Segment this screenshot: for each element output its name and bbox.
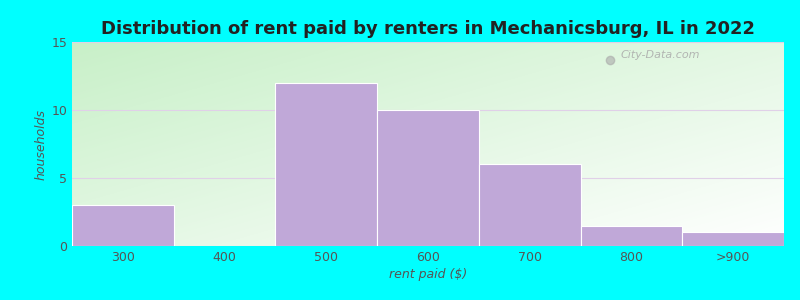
Y-axis label: households: households [34, 109, 47, 179]
Bar [682, 232, 784, 246]
Bar [581, 226, 682, 246]
Text: City-Data.com: City-Data.com [620, 50, 700, 60]
Bar [275, 83, 377, 246]
X-axis label: rent paid ($): rent paid ($) [389, 268, 467, 281]
Bar [377, 110, 479, 246]
Title: Distribution of rent paid by renters in Mechanicsburg, IL in 2022: Distribution of rent paid by renters in … [101, 20, 755, 38]
Bar [72, 205, 174, 246]
Bar [479, 164, 581, 246]
